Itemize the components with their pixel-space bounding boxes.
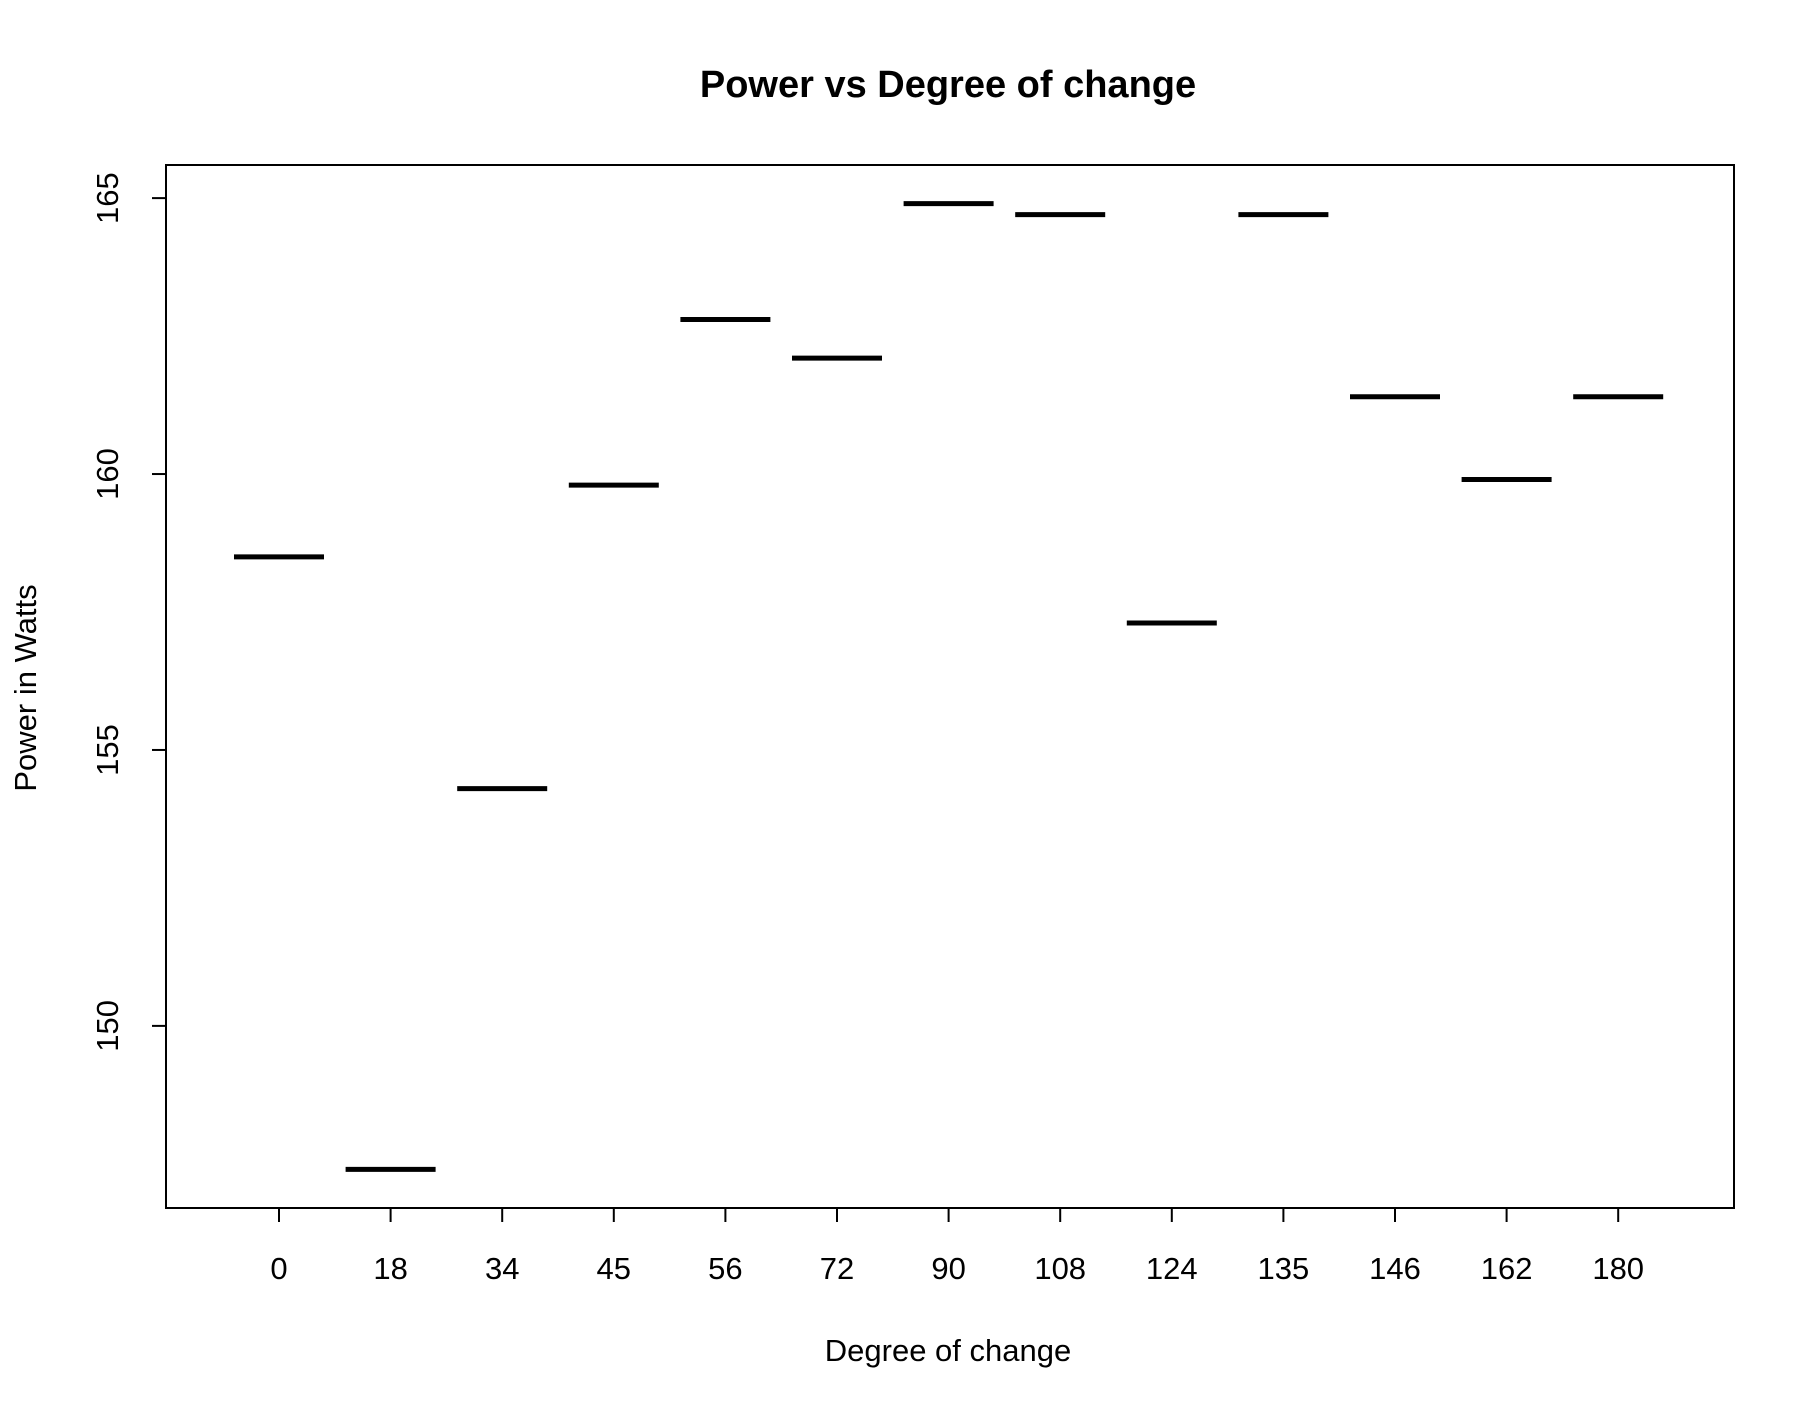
y-axis-label: Power in Watts <box>8 584 43 791</box>
x-tick-label: 146 <box>1369 1251 1421 1286</box>
x-tick-label: 56 <box>708 1251 742 1286</box>
x-axis-label: Degree of change <box>825 1333 1071 1368</box>
x-tick-label: 34 <box>485 1251 519 1286</box>
x-tick-label: 180 <box>1592 1251 1644 1286</box>
x-axis: 0 18 34 45 56 72 90 108 124 135 146 162 180 <box>270 1207 1644 1286</box>
x-tick-label: 18 <box>373 1251 407 1286</box>
y-tick-label: 150 <box>90 1000 125 1052</box>
y-axis: 150 155 160 165 <box>90 172 166 1052</box>
x-tick-label: 124 <box>1146 1251 1198 1286</box>
x-tick-label: 162 <box>1481 1251 1533 1286</box>
plot-frame <box>165 164 1735 1209</box>
x-tick-label: 108 <box>1034 1251 1086 1286</box>
x-tick-label: 0 <box>270 1251 287 1286</box>
y-tick-label: 165 <box>90 172 125 224</box>
x-tick-label: 135 <box>1258 1251 1310 1286</box>
x-tick-label: 45 <box>597 1251 631 1286</box>
y-tick-label: 155 <box>90 724 125 776</box>
chart-title: Power vs Degree of change <box>700 64 1196 106</box>
x-tick-label: 90 <box>931 1251 965 1286</box>
x-tick-label: 72 <box>820 1251 854 1286</box>
data-marks <box>234 201 1664 1172</box>
y-tick-label: 160 <box>90 448 125 500</box>
